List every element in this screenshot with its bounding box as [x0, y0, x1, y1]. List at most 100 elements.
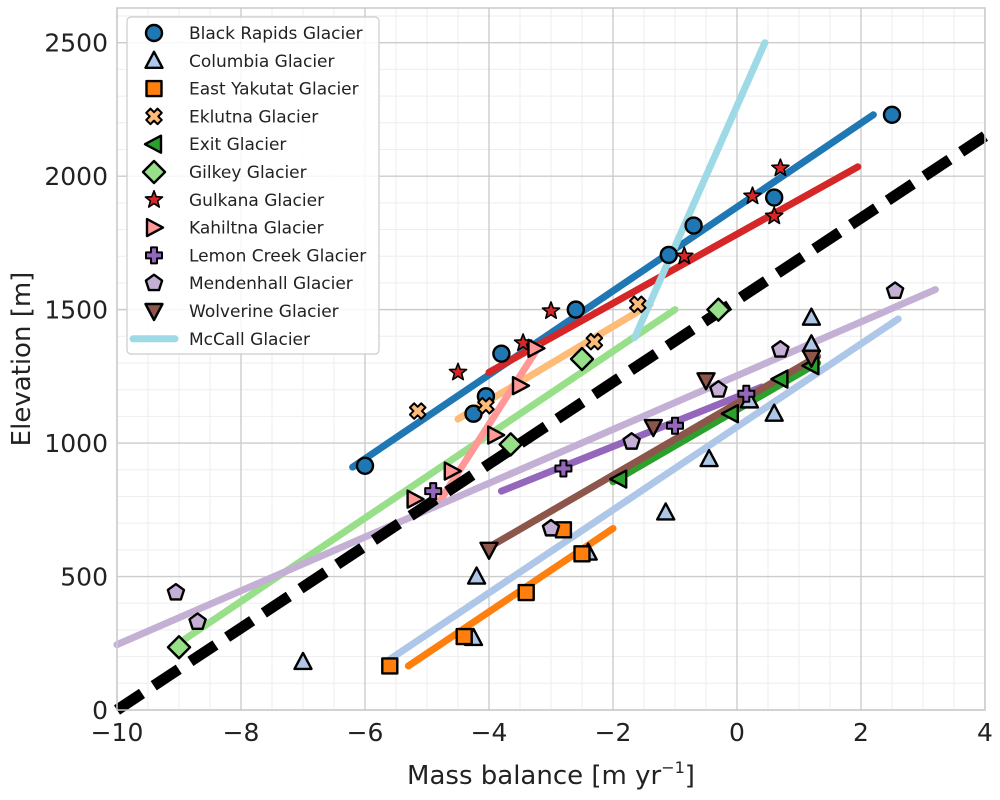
legend-marker-lemon-creek-glacier: [145, 246, 163, 265]
legend-label-gulkana-glacier: Gulkana Glacier: [189, 191, 324, 211]
legend-marker-wolverine-glacier: [144, 302, 164, 322]
data-point-gulkana-glacier: [771, 158, 790, 177]
data-point-mendenhall-glacier: [166, 582, 186, 601]
data-point-gulkana-glacier: [674, 246, 694, 265]
data-point-lemon-creek-glacier: [424, 482, 443, 501]
data-point-lemon-creek-glacier: [737, 384, 756, 403]
fit-line-wolverine-glacier: [485, 352, 822, 551]
x-axis-label-text: Mass balance [m yr: [407, 761, 661, 791]
x-axis-ticks: −10 −8 −6 −4 −2 0 2 4: [91, 718, 993, 747]
data-point-eklutna-glacier: [477, 396, 495, 415]
data-point-gulkana-glacier: [448, 362, 468, 381]
legend-item-mendenhall-glacier: Mendenhall Glacier: [144, 273, 353, 294]
legend-label-black-rapids-glacier: Black Rapids Glacier: [189, 24, 363, 44]
y-axis-ticks: 0 500 1000 1500 2000 2500: [44, 29, 108, 725]
data-point-gilkey-glacier: [166, 635, 192, 660]
legend-item-lemon-creek-glacier: Lemon Creek Glacier: [145, 246, 366, 266]
y-tick-label: 2000: [44, 162, 108, 191]
legend-item-kahiltna-glacier: Kahiltna Glacier: [145, 217, 324, 239]
legend-marker-kahiltna-glacier: [145, 217, 165, 238]
data-point-black-rapids-glacier: [882, 105, 902, 124]
data-point-mendenhall-glacier: [709, 380, 728, 398]
fit-line-mccall-glacier: [631, 39, 769, 342]
legend-item-exit-glacier: Exit Glacier: [143, 134, 286, 155]
data-point-columbia-glacier: [656, 502, 676, 521]
data-point-east-yakutat-glacier: [573, 545, 591, 563]
data-point-wolverine-glacier: [643, 418, 663, 438]
x-tick-label: −8: [223, 718, 260, 747]
legend-marker-columbia-glacier: [144, 50, 164, 70]
data-point-gulkana-glacier: [764, 206, 784, 225]
legend-marker-east-yakutat-glacier: [145, 79, 163, 98]
data-point-exit-glacier: [720, 404, 739, 424]
x-tick-label: −2: [595, 718, 632, 747]
data-point-kahiltna-glacier: [406, 489, 425, 509]
x-tick-label: −6: [347, 718, 384, 747]
plot-frame: [116, 7, 986, 711]
data-point-mendenhall-glacier: [541, 518, 561, 537]
fit-line-gulkana-glacier: [485, 163, 862, 376]
legend-label-eklutna-glacier: Eklutna Glacier: [189, 107, 318, 127]
data-point-exit-glacier: [770, 369, 789, 389]
data-point-kahiltna-glacier: [443, 461, 462, 481]
y-tick-label: 0: [92, 696, 108, 725]
data-point-black-rapids-glacier: [765, 188, 784, 207]
data-point-black-rapids-glacier: [684, 216, 703, 235]
legend-item-mccall-glacier: McCall Glacier: [129, 330, 310, 350]
legend-marker-eklutna-glacier: [145, 107, 163, 126]
legend-label-columbia-glacier: Columbia Glacier: [189, 52, 335, 72]
data-point-kahiltna-glacier: [511, 375, 531, 396]
data-point-mendenhall-glacier: [622, 432, 641, 450]
legend-label-mccall-glacier: McCall Glacier: [189, 330, 310, 350]
data-point-mendenhall-glacier: [885, 281, 905, 300]
x-tick-label: −10: [91, 718, 144, 747]
data-point-gulkana-glacier: [743, 186, 762, 205]
data-point-east-yakutat-glacier: [381, 657, 399, 675]
legend-label-mendenhall-glacier: Mendenhall Glacier: [189, 274, 353, 294]
y-tick-label: 1500: [44, 296, 108, 325]
legend-label-east-yakutat-glacier: East Yakutat Glacier: [189, 80, 359, 100]
legend-item-wolverine-glacier: Wolverine Glacier: [144, 302, 339, 322]
legend-item-eklutna-glacier: Eklutna Glacier: [145, 107, 318, 127]
x-tick-label: −4: [471, 718, 508, 747]
data-point-columbia-glacier: [466, 566, 487, 585]
data-point-gilkey-glacier: [569, 346, 595, 372]
x-axis-label: Mass balance [m yr−1]: [407, 758, 695, 791]
legend-label-lemon-creek-glacier: Lemon Creek Glacier: [189, 246, 366, 266]
legend-item-gulkana-glacier: Gulkana Glacier: [144, 190, 324, 211]
x-tick-label: 4: [977, 718, 993, 747]
legend-item-gilkey-glacier: Gilkey Glacier: [141, 159, 307, 185]
legend-marker-black-rapids-glacier: [144, 23, 164, 43]
fit-lines: [113, 39, 939, 670]
data-point-exit-glacier: [609, 469, 628, 489]
legend-marker-gilkey-glacier: [141, 159, 167, 185]
data-point-wolverine-glacier: [801, 349, 822, 368]
data-point-black-rapids-glacier: [659, 245, 678, 265]
data-point-eklutna-glacier: [629, 295, 647, 314]
x-tick-label: 0: [729, 718, 745, 747]
data-point-kahiltna-glacier: [487, 425, 506, 445]
data-point-east-yakutat-glacier: [517, 583, 535, 602]
legend-marker-exit-glacier: [143, 134, 163, 154]
legend-item-black-rapids-glacier: Black Rapids Glacier: [144, 23, 363, 44]
legend-label-exit-glacier: Exit Glacier: [189, 135, 286, 155]
legend-marker-gulkana-glacier: [144, 190, 164, 208]
data-point-columbia-glacier: [293, 651, 313, 671]
data-point-wolverine-glacier: [696, 372, 716, 391]
data-point-black-rapids-glacier: [492, 344, 511, 363]
legend-label-wolverine-glacier: Wolverine Glacier: [189, 302, 339, 322]
legend-box: [126, 16, 380, 355]
data-point-lemon-creek-glacier: [666, 416, 684, 435]
data-point-black-rapids-glacier: [566, 300, 585, 319]
data-point-columbia-glacier: [801, 307, 822, 326]
data-point-gulkana-glacier: [541, 301, 561, 320]
data-point-kahiltna-glacier: [527, 338, 546, 359]
data-point-gilkey-glacier: [706, 297, 731, 322]
y-tick-label: 500: [60, 563, 108, 592]
data-markers: [166, 105, 905, 675]
data-point-black-rapids-glacier: [355, 456, 375, 475]
fit-line-black-rapids-glacier: [349, 111, 877, 471]
data-point-east-yakutat-glacier: [455, 627, 473, 646]
data-point-columbia-glacier: [764, 403, 784, 422]
